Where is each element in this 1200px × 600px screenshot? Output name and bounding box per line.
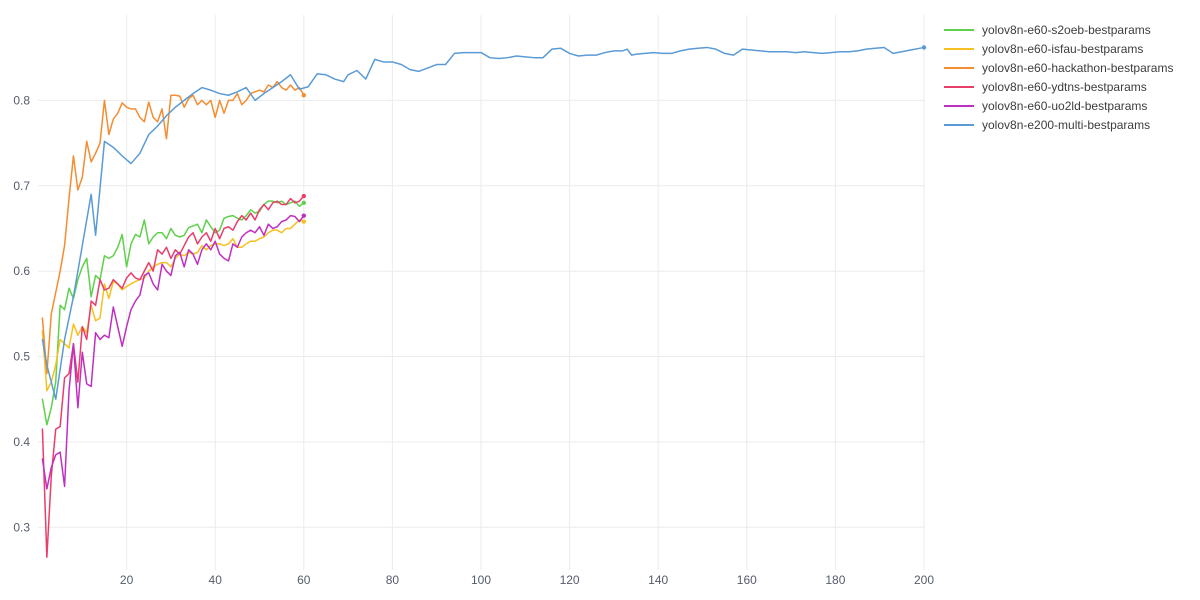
grid-layer [38, 15, 925, 570]
x-tick-label: 120 [560, 573, 580, 587]
legend-swatch [944, 28, 974, 31]
legend-label: yolov8n-e200-multi-bestparams [982, 117, 1151, 132]
x-tick-label: 180 [825, 573, 845, 587]
legend-label: yolov8n-e60-isfau-bestparams [982, 41, 1144, 56]
legend-label: yolov8n-e60-hackathon-bestparams [982, 60, 1174, 75]
y-tick-label: 0.3 [13, 520, 30, 534]
legend-label: yolov8n-e60-s2oeb-bestparams [982, 22, 1151, 37]
x-tick-label: 160 [737, 573, 757, 587]
series-end-point-3 [301, 93, 306, 98]
legend-item-5[interactable]: yolov8n-e60-uo2ld-bestparams [944, 96, 1194, 115]
legend-swatch [944, 85, 974, 88]
y-tick-label: 0.7 [13, 179, 30, 193]
x-tick-label: 40 [209, 573, 223, 587]
x-tick-label: 60 [297, 573, 311, 587]
series-line-3[interactable] [41, 80, 305, 375]
legend-label: yolov8n-e60-uo2ld-bestparams [982, 98, 1148, 113]
y-tick-label: 0.5 [13, 350, 30, 364]
y-tick-label: 0.4 [13, 435, 30, 449]
series-end-point-1 [301, 200, 306, 206]
series-line-4[interactable] [41, 195, 305, 558]
tick-layer: 20 40 60 80 100 120 140 160 180 200 0.3 0.4 0.5 0.6 0.… [13, 93, 934, 587]
series-layer [41, 45, 927, 558]
legend-item-4[interactable]: yolov8n-e60-ydtns-bestparams [944, 77, 1194, 96]
y-tick-label: 0.8 [13, 93, 30, 107]
legend-item-6[interactable]: yolov8n-e200-multi-bestparams [944, 115, 1194, 134]
legend-item-2[interactable]: yolov8n-e60-isfau-bestparams [944, 39, 1194, 58]
legend-label: yolov8n-e60-ydtns-bestparams [982, 79, 1147, 94]
x-tick-label: 100 [471, 573, 491, 587]
series-line-6[interactable] [41, 46, 925, 400]
legend-swatch [944, 123, 974, 126]
x-tick-label: 200 [914, 573, 934, 587]
legend-swatch [944, 47, 974, 50]
legend: yolov8n-e60-s2oeb-bestparams yolov8n-e60-… [944, 20, 1194, 134]
series-line-1[interactable] [41, 200, 305, 426]
legend-item-3[interactable]: yolov8n-e60-hackathon-bestparams [944, 58, 1194, 77]
y-tick-label: 0.6 [13, 264, 30, 278]
series-end-point-2 [301, 219, 306, 224]
legend-swatch [944, 66, 974, 69]
x-tick-label: 80 [386, 573, 400, 587]
x-tick-label: 20 [120, 573, 134, 587]
series-end-point-6 [921, 45, 927, 50]
series-line-5[interactable] [41, 214, 305, 490]
series-end-point-4 [301, 193, 306, 199]
legend-swatch [944, 104, 974, 107]
series-end-point-5 [301, 213, 306, 218]
x-tick-label: 140 [648, 573, 668, 587]
legend-item-1[interactable]: yolov8n-e60-s2oeb-bestparams [944, 20, 1194, 39]
